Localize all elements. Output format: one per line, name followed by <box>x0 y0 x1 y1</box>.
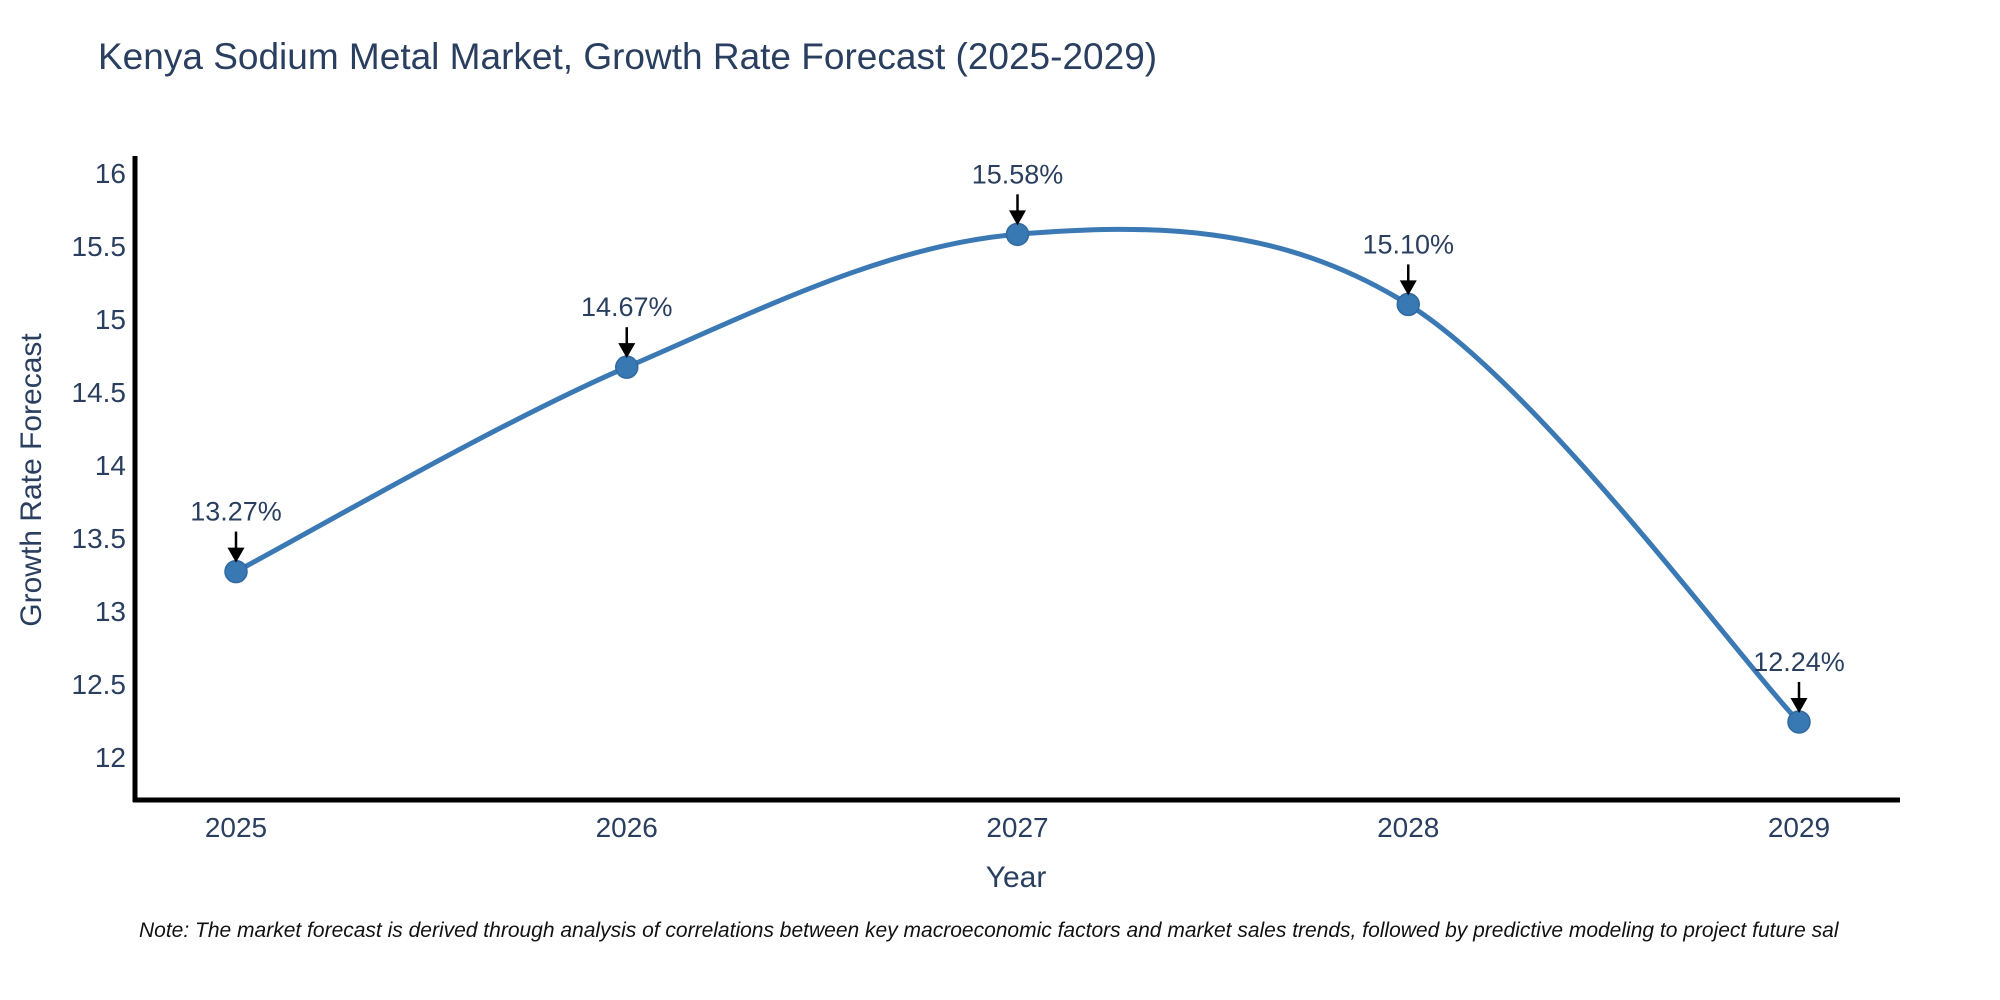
y-tick-label: 15.5 <box>72 231 127 262</box>
y-tick-label: 16 <box>95 158 126 189</box>
x-tick-label: 2026 <box>596 812 658 843</box>
annotation-arrowhead <box>227 547 245 563</box>
data-point-marker <box>224 559 248 584</box>
y-tick-label: 14.5 <box>72 377 127 408</box>
annotation-arrowhead <box>1009 210 1026 226</box>
y-tick-label: 12 <box>95 742 126 773</box>
annotation-arrowhead <box>618 343 636 359</box>
data-point-label: 12.24% <box>1753 647 1845 677</box>
data-point-marker <box>1005 222 1030 247</box>
y-axis-title: Growth Rate Forecast <box>15 333 48 627</box>
y-tick-label: 13.5 <box>72 523 127 554</box>
data-point-marker <box>1787 710 1811 734</box>
data-point-label: 14.67% <box>581 292 673 322</box>
data-point-label: 15.58% <box>972 159 1064 189</box>
y-tick-label: 14 <box>95 450 126 481</box>
x-tick-label: 2028 <box>1377 812 1439 843</box>
data-point-marker <box>615 355 639 379</box>
x-tick-label: 2025 <box>205 812 267 843</box>
annotation-arrowhead <box>1790 697 1808 713</box>
x-tick-label: 2029 <box>1768 812 1830 843</box>
data-point-label: 13.27% <box>190 497 282 527</box>
y-tick-label: 12.5 <box>72 669 127 700</box>
x-tick-label: 2027 <box>986 812 1048 843</box>
x-axis-title: Year <box>985 861 1047 894</box>
forecast-line <box>234 226 1801 724</box>
data-point-label: 15.10% <box>1362 229 1454 259</box>
chart-title: Kenya Sodium Metal Market, Growth Rate F… <box>98 36 1158 77</box>
y-tick-label: 15 <box>95 304 126 335</box>
chart-note: Note: The market forecast is derived thr… <box>139 919 1839 942</box>
annotation-arrowhead <box>1399 280 1417 296</box>
data-point-marker <box>1396 292 1420 317</box>
y-tick-label: 13 <box>95 596 126 627</box>
